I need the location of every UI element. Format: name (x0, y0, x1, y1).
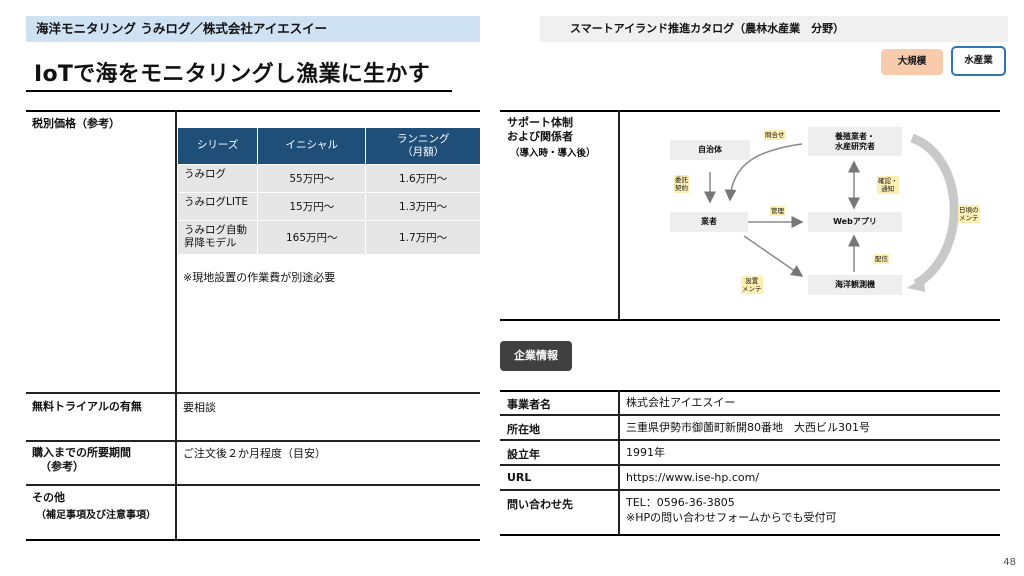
tag-fisheries: 水産業 (951, 46, 1006, 76)
table-row: うみログLITE 15万円～ 1.3万円～ (178, 192, 481, 221)
label-manage: 管理 (770, 206, 785, 216)
company-section-title: 企業情報 (500, 341, 572, 371)
table-row: うみログ自動 昇降モデル 165万円～ 1.7万円～ (178, 220, 481, 255)
node-local-gov: 自治体 (670, 140, 750, 160)
divider (500, 414, 1000, 416)
label-consign-line2: 契約 (675, 184, 688, 192)
divider (500, 464, 1000, 466)
divider (618, 110, 620, 320)
divider (26, 539, 480, 541)
header-left-title: 海洋モニタリング うみログ／株式会社アイエスイー (26, 16, 480, 42)
divider (26, 110, 480, 112)
label-consign: 委託 契約 (674, 175, 689, 193)
col-running-line2: （月額） (402, 145, 445, 158)
node-operator: 業者 (670, 212, 748, 232)
arrow-daily-maintenance-head (907, 277, 925, 292)
divider (26, 392, 480, 394)
label-deliver: 配信 (874, 254, 889, 264)
address-label: 所在地 (507, 423, 540, 436)
divider (500, 319, 1000, 321)
price-label: 税別価格（参考） (32, 117, 120, 130)
label-confirm: 確認・ 通知 (877, 176, 899, 194)
other-sublabel: （補足事項及び注意事項） (36, 510, 156, 521)
label-daily-line1: 日頃の (959, 206, 979, 214)
node-aquaculture-line1: 養殖業者・ (835, 131, 875, 141)
company-name-label: 事業者名 (507, 398, 551, 411)
lead-time-label: 購入までの所要期間 (32, 446, 131, 459)
label-install: 設置 メンテ (741, 276, 763, 294)
cell-initial: 15万円～ (257, 192, 367, 221)
url-value[interactable]: https://www.ise-hp.com/ (626, 471, 760, 484)
cell-series: うみログLITE (178, 192, 259, 221)
label-consign-line1: 委託 (675, 176, 688, 184)
divider (500, 110, 1000, 112)
label-install-line1: 設置 (745, 277, 759, 285)
label-inquiry: 問合せ (764, 130, 786, 140)
title-underline (26, 90, 452, 92)
support-label-line1: サポート体制 (507, 116, 573, 129)
node-webapp: Webアプリ (808, 212, 902, 232)
divider (26, 484, 480, 486)
label-confirm-line1: 確認・ (878, 177, 898, 185)
arrow-daily-maintenance (910, 133, 959, 288)
cell-running: 1.7万円～ (365, 220, 481, 255)
cell-initial: 55万円～ (257, 164, 367, 193)
divider (500, 534, 1000, 536)
lead-time-sublabel: （参考） (40, 460, 84, 473)
col-initial: イニシャル (257, 128, 367, 165)
node-aquaculture: 養殖業者・ 水産研究者 (808, 127, 902, 156)
cell-series: うみログ (178, 164, 259, 193)
price-table: シリーズ イニシャル ランニング （月額） うみログ 55万円～ 1.6万円～ … (178, 128, 481, 255)
url-label: URL (507, 471, 532, 484)
support-diagram (704, 133, 959, 292)
cell-series-line1: うみログ自動 (184, 224, 247, 236)
tag-large-scale: 大規模 (881, 49, 943, 75)
cell-series: うみログ自動 昇降モデル (178, 220, 259, 255)
col-running: ランニング （月額） (365, 128, 481, 165)
node-aquaculture-line2: 水産研究者 (835, 141, 875, 151)
cell-initial: 165万円～ (257, 220, 367, 255)
divider (618, 390, 620, 535)
contact-note: ※HPの問い合わせフォームからでも受付可 (626, 511, 837, 524)
cell-running: 1.3万円～ (365, 192, 481, 221)
contact-label: 問い合わせ先 (507, 498, 573, 511)
trial-label: 無料トライアルの有無 (32, 400, 142, 413)
support-label-line2: および関係者 (507, 130, 573, 143)
other-label: その他 (32, 491, 65, 504)
divider (26, 440, 480, 442)
trial-value: 要相談 (183, 401, 216, 414)
price-note: ※現地設置の作業費が別途必要 (183, 271, 336, 284)
arrow-install (743, 235, 804, 277)
lead-time-value: ご注文後２か月程度（目安） (183, 447, 326, 460)
table-row: うみログ 55万円～ 1.6万円～ (178, 164, 481, 193)
label-confirm-line2: 通知 (881, 185, 895, 193)
address-value: 三重県伊勢市御薗町新開80番地 大西ビル301号 (626, 421, 870, 434)
label-daily-line2: メンテ (959, 214, 979, 222)
label-daily-maintenance: 日頃の メンテ (958, 205, 980, 223)
page-title: IoTで海をモニタリングし漁業に生かす (34, 62, 431, 87)
cell-series-line2: 昇降モデル (184, 237, 237, 249)
founded-value: 1991年 (626, 446, 665, 459)
support-label-line3: （導入時・導入後） (510, 148, 596, 159)
contact-phone: TEL：0596-36-3805 (626, 496, 735, 509)
label-install-line2: メンテ (742, 285, 762, 293)
divider (500, 390, 1000, 392)
founded-label: 設立年 (507, 448, 540, 461)
col-series: シリーズ (178, 128, 259, 165)
company-name-value: 株式会社アイエスイー (626, 396, 736, 409)
col-running-line1: ランニング (396, 132, 450, 145)
node-ocean-observer: 海洋観測機 (808, 275, 902, 295)
arrow-inquiry (724, 143, 803, 202)
page-number: 48 (1003, 557, 1016, 568)
divider (500, 489, 1000, 491)
divider (175, 110, 177, 540)
header-right-title: スマートアイランド推進カタログ（農林水産業 分野） (540, 16, 1008, 42)
divider (500, 439, 1000, 441)
cell-running: 1.6万円～ (365, 164, 481, 193)
